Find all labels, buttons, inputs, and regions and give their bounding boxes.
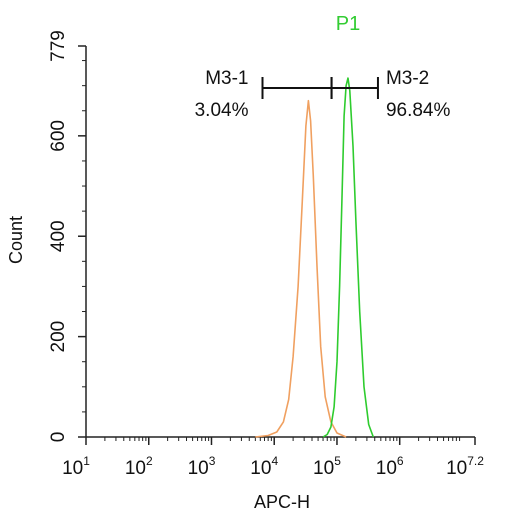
gate-name-label: M3-2 bbox=[386, 68, 429, 89]
gate-percent-label: 96.84% bbox=[386, 100, 451, 121]
histogram-series-2 bbox=[322, 77, 375, 438]
gate-percent-label: 3.04% bbox=[195, 100, 249, 121]
x-tick-label: 101 bbox=[62, 454, 90, 479]
series-layer bbox=[255, 77, 375, 438]
y-axis-title: Count bbox=[6, 216, 26, 264]
chart-title: P1 bbox=[336, 13, 360, 35]
x-tick-label: 105 bbox=[313, 454, 341, 479]
y-tick-label: 0 bbox=[48, 432, 69, 443]
y-tick-label: 400 bbox=[48, 220, 69, 252]
x-tick-label: 103 bbox=[188, 454, 216, 479]
histogram-series-1 bbox=[255, 99, 347, 438]
y-tick-label: 779 bbox=[48, 30, 69, 62]
x-tick-label: 107.2 bbox=[446, 454, 484, 479]
gate-layer: M3-1 3.04% M3-2 96.84% bbox=[195, 68, 451, 121]
x-axis-title: APC-H bbox=[254, 492, 310, 512]
x-tick-label: 106 bbox=[376, 454, 404, 479]
x-tick-label: 104 bbox=[250, 454, 278, 479]
y-axis-ticks: 0 200 400 600 779 bbox=[48, 30, 86, 442]
y-tick-label: 200 bbox=[48, 321, 69, 353]
x-axis-ticks: 101 102 103 104 105 106 107.2 bbox=[62, 437, 484, 479]
gate-name-label: M3-1 bbox=[205, 68, 248, 89]
x-tick-label: 102 bbox=[125, 454, 153, 479]
y-tick-label: 600 bbox=[48, 120, 69, 152]
